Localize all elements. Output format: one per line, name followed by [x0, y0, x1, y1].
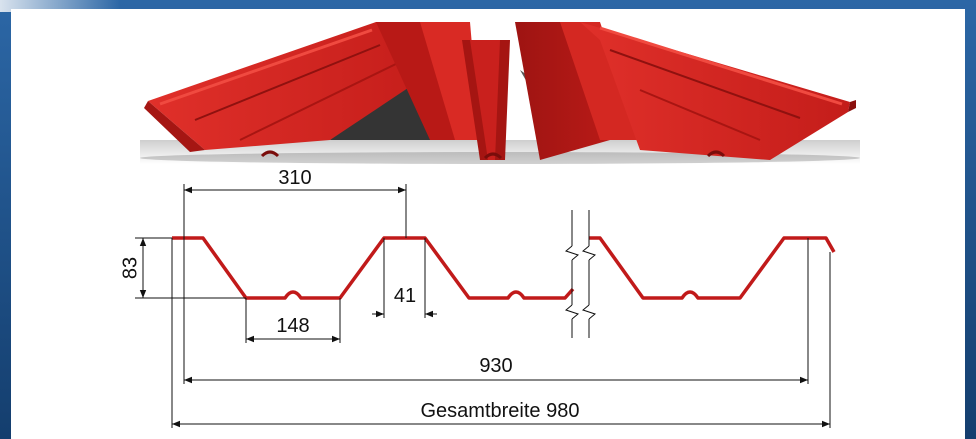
profile-line-left [172, 236, 575, 300]
pitch-label: 310 [278, 167, 311, 189]
profile-section [172, 236, 836, 300]
trapezoidal-sheet-image [140, 22, 860, 164]
dimension-lines [135, 184, 831, 428]
valley-width-label: 148 [276, 315, 309, 337]
total-width-label: Gesamtbreite 980 [421, 400, 580, 422]
profile-line-right [589, 236, 836, 300]
section-break-marks [564, 210, 597, 338]
height-label: 83 [119, 257, 141, 279]
cover-width-label: 930 [479, 355, 512, 377]
crest-width-label: 41 [394, 285, 416, 307]
